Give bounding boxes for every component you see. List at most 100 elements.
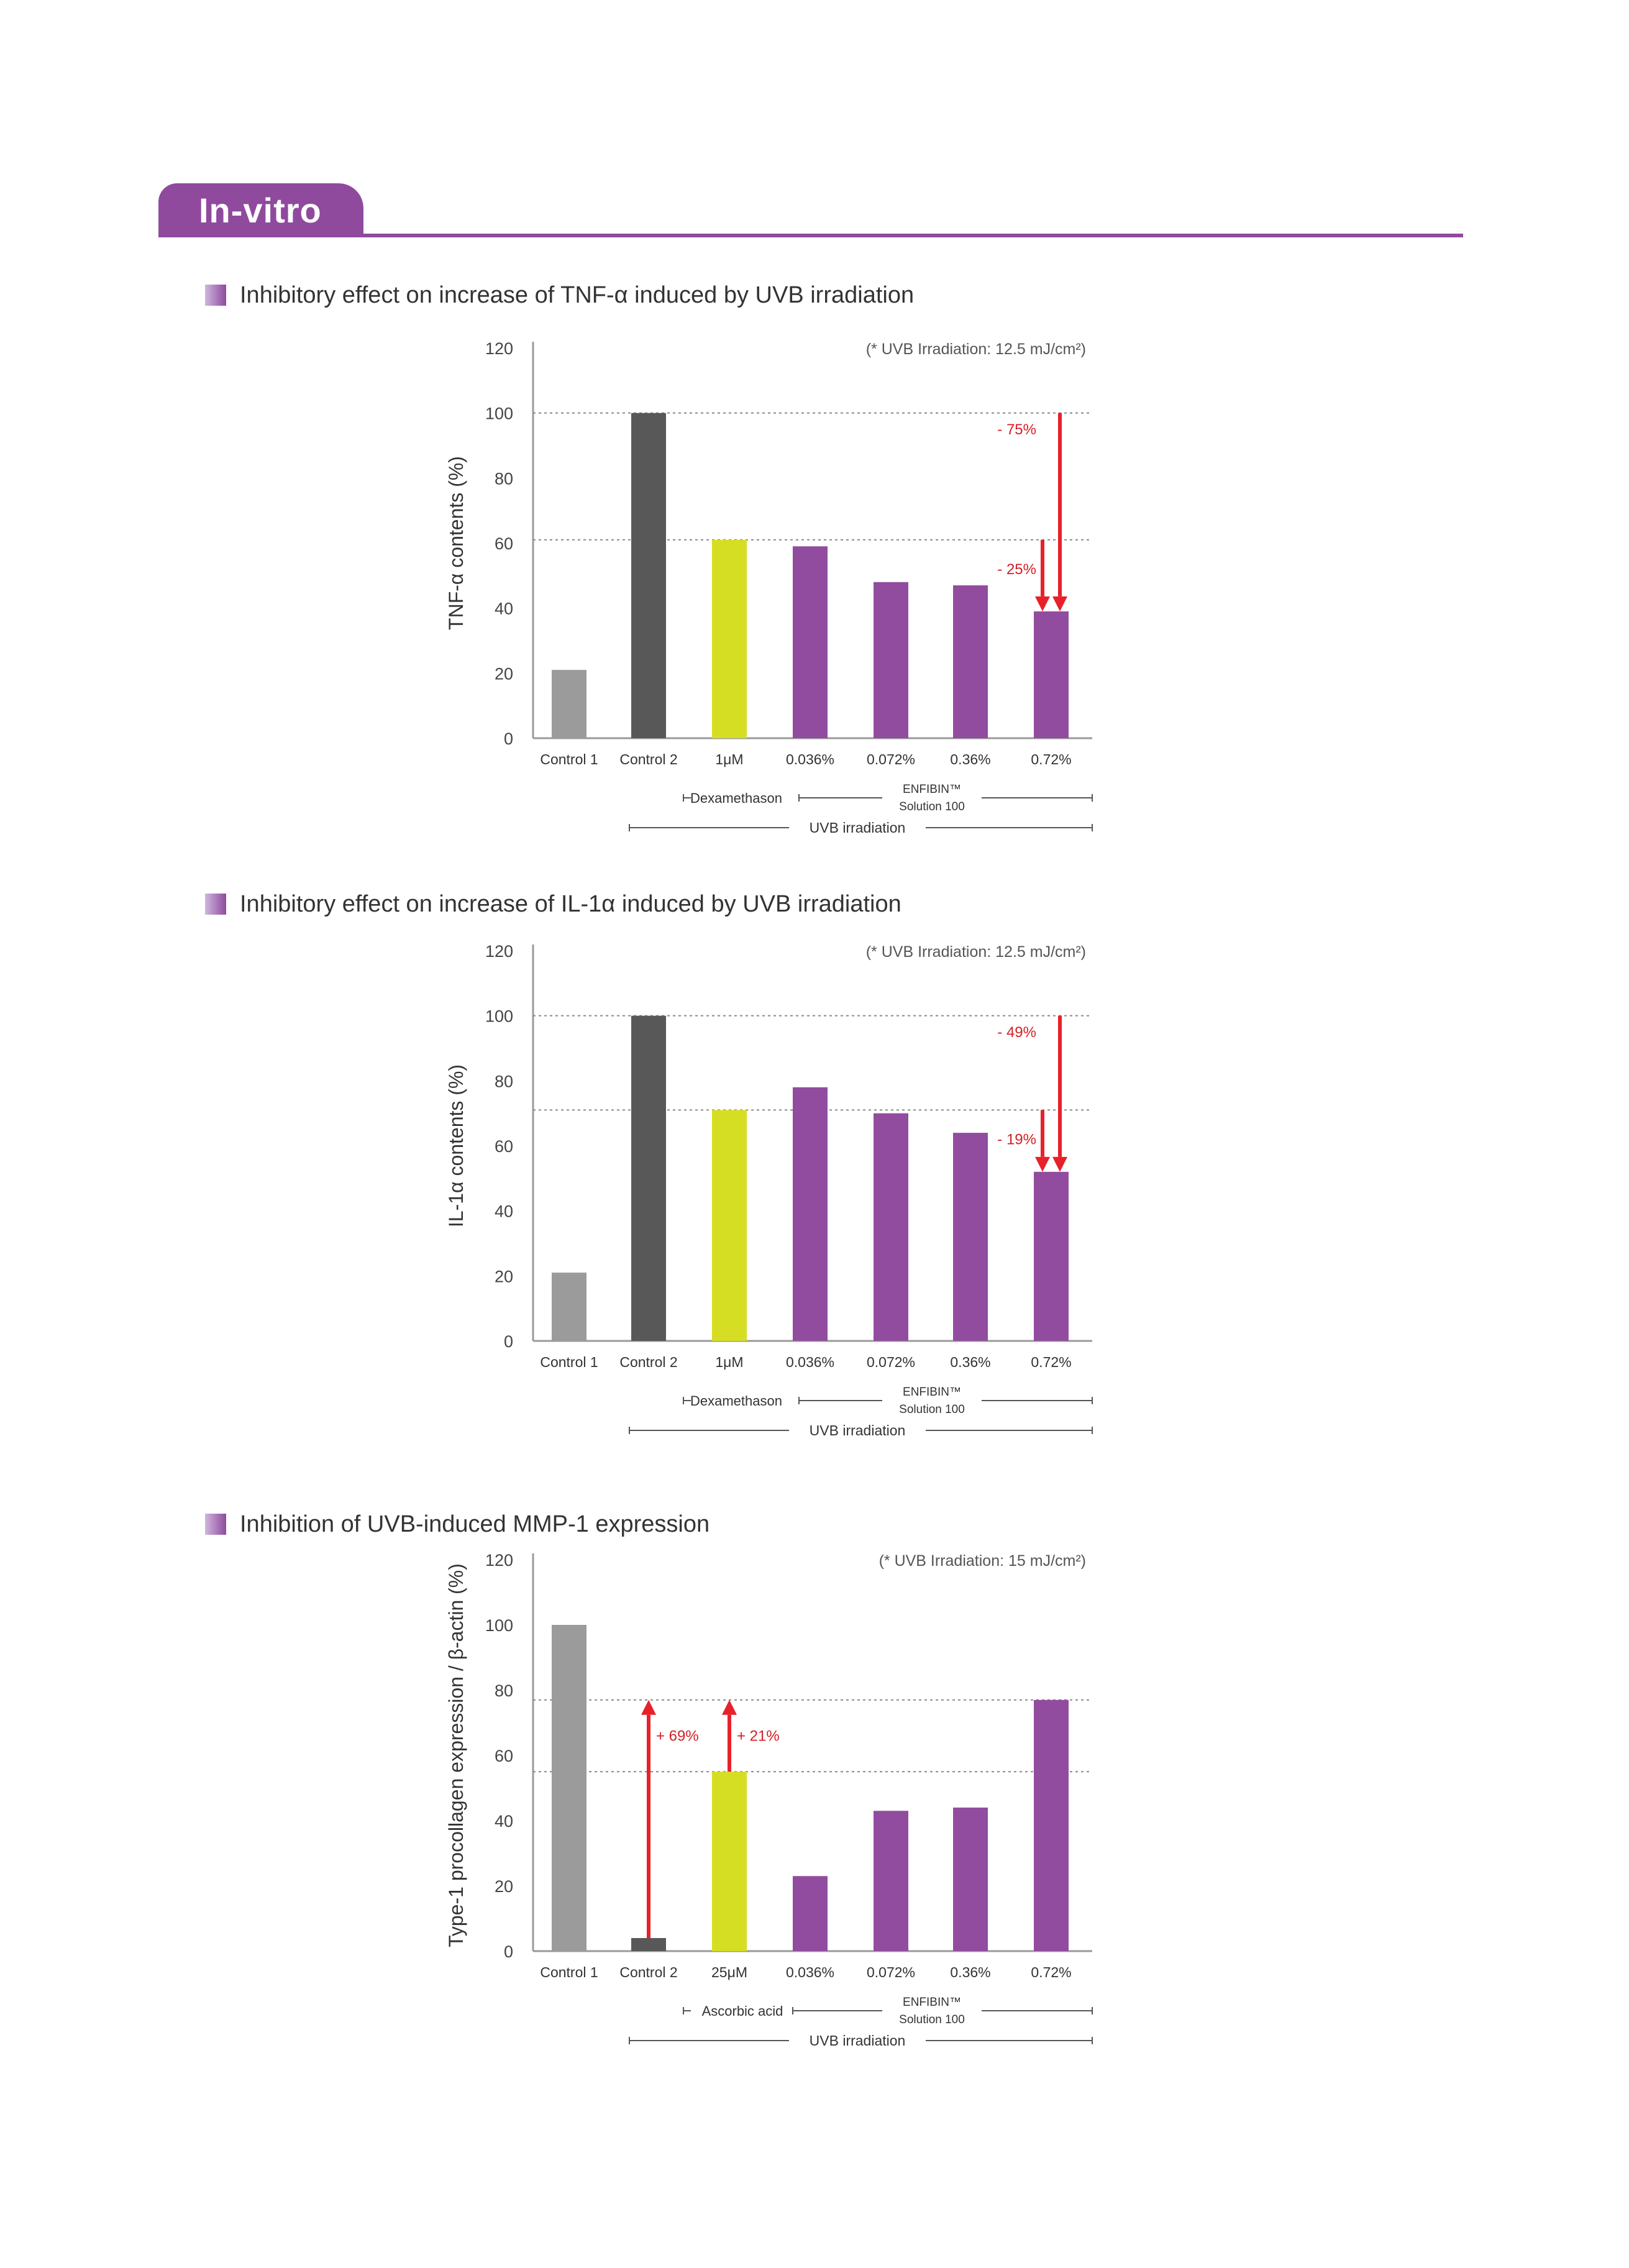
arrow-head-icon bbox=[1052, 1156, 1067, 1172]
x-tick-label: Control 2 bbox=[619, 1964, 677, 1980]
x-tick-label: 25μM bbox=[711, 1964, 747, 1980]
bar bbox=[712, 539, 747, 738]
y-tick-label: 100 bbox=[485, 1007, 513, 1026]
bar bbox=[631, 1938, 666, 1951]
y-tick-label: 60 bbox=[495, 534, 513, 553]
bar bbox=[712, 1772, 747, 1951]
x-tick-label: 0.36% bbox=[950, 1354, 990, 1370]
bar bbox=[793, 1087, 828, 1341]
header-title: In-vitro bbox=[199, 190, 322, 230]
y-tick-label: 120 bbox=[485, 1551, 513, 1570]
y-axis-label: Type-1 procollagen expression / β-actin … bbox=[445, 1563, 467, 1947]
uvb-group-label: UVB irradiation bbox=[810, 820, 906, 836]
y-tick-label: 0 bbox=[504, 1332, 513, 1351]
irradiation-note: (* UVB Irradiation: 12.5 mJ/cm²) bbox=[866, 943, 1086, 961]
bar bbox=[1034, 1171, 1069, 1341]
bar bbox=[793, 546, 828, 738]
arrow-head-icon bbox=[1035, 1156, 1050, 1172]
y-tick-label: 80 bbox=[495, 1072, 513, 1091]
bullet-square-icon bbox=[205, 1514, 226, 1535]
chart-title: Inhibitory effect on increase of IL-1α i… bbox=[240, 890, 901, 917]
sample-group-label: ENFIBIN™ bbox=[903, 1386, 961, 1399]
section-header-tab: In-vitro bbox=[158, 183, 363, 237]
chart-title: Inhibition of UVB-induced MMP-1 expressi… bbox=[240, 1511, 710, 1537]
arrow-head-icon bbox=[1052, 596, 1067, 611]
bar bbox=[874, 1811, 908, 1951]
x-tick-label: 0.72% bbox=[1031, 751, 1071, 767]
sample-group-label: Solution 100 bbox=[899, 2013, 965, 2026]
y-tick-label: 0 bbox=[504, 729, 513, 748]
x-tick-label: 0.036% bbox=[786, 751, 834, 767]
y-tick-label: 0 bbox=[504, 1942, 513, 1961]
x-tick-label: 1μM bbox=[715, 1354, 743, 1370]
uvb-group-label: UVB irradiation bbox=[810, 2033, 906, 2049]
y-tick-label: 20 bbox=[495, 664, 513, 683]
y-tick-label: 40 bbox=[495, 1812, 513, 1831]
y-tick-label: 40 bbox=[495, 600, 513, 618]
x-tick-label: 1μM bbox=[715, 751, 743, 767]
change-label: + 21% bbox=[737, 1728, 780, 1745]
bar bbox=[1034, 1699, 1069, 1951]
x-tick-label: Control 1 bbox=[540, 1354, 598, 1370]
y-tick-label: 80 bbox=[495, 1681, 513, 1700]
bar bbox=[552, 670, 586, 738]
x-tick-label: Control 1 bbox=[540, 751, 598, 767]
bar bbox=[712, 1110, 747, 1341]
sample-group-label: Solution 100 bbox=[899, 1403, 965, 1416]
y-axis-label: IL-1α contents (%) bbox=[445, 1064, 467, 1227]
arrow-head-icon bbox=[641, 1699, 656, 1715]
uvb-group-label: UVB irradiation bbox=[810, 1422, 906, 1438]
sample-group-label: Solution 100 bbox=[899, 800, 965, 813]
header-divider bbox=[158, 234, 1463, 237]
sample-group-label: ENFIBIN™ bbox=[903, 783, 961, 796]
bar bbox=[953, 1808, 988, 1951]
section-title-tnf: Inhibitory effect on increase of TNF-α i… bbox=[205, 280, 914, 311]
section-title-il1: Inhibitory effect on increase of IL-1α i… bbox=[205, 889, 901, 920]
section-title-mmp1: Inhibition of UVB-induced MMP-1 expressi… bbox=[205, 1509, 710, 1540]
change-label: - 25% bbox=[997, 561, 1036, 578]
y-axis-label: TNF-α contents (%) bbox=[445, 456, 467, 630]
arrow-head-icon bbox=[1035, 596, 1050, 611]
bar bbox=[552, 1625, 586, 1951]
chart-title: Inhibitory effect on increase of TNF-α i… bbox=[240, 281, 915, 308]
bullet-square-icon bbox=[205, 285, 226, 306]
reference-group-label: Ascorbic acid bbox=[702, 2003, 783, 2019]
y-tick-label: 120 bbox=[485, 339, 513, 358]
x-tick-label: Control 1 bbox=[540, 1964, 598, 1980]
x-tick-label: Control 2 bbox=[619, 751, 677, 767]
bar bbox=[874, 1113, 908, 1341]
irradiation-note: (* UVB Irradiation: 12.5 mJ/cm²) bbox=[866, 341, 1086, 358]
irradiation-note: (* UVB Irradiation: 15 mJ/cm²) bbox=[879, 1552, 1086, 1570]
x-tick-label: 0.36% bbox=[950, 1964, 990, 1980]
y-tick-label: 40 bbox=[495, 1202, 513, 1221]
y-tick-label: 100 bbox=[485, 1616, 513, 1635]
y-tick-label: 60 bbox=[495, 1137, 513, 1156]
change-label: - 19% bbox=[997, 1132, 1036, 1148]
sample-group-label: ENFIBIN™ bbox=[903, 1996, 961, 2009]
y-tick-label: 60 bbox=[495, 1747, 513, 1765]
x-tick-label: 0.036% bbox=[786, 1354, 834, 1370]
x-tick-label: 0.36% bbox=[950, 751, 990, 767]
bar bbox=[874, 582, 908, 738]
y-tick-label: 100 bbox=[485, 405, 513, 423]
arrow-head-icon bbox=[722, 1699, 737, 1715]
change-label: - 75% bbox=[997, 421, 1036, 438]
x-tick-label: 0.72% bbox=[1031, 1354, 1071, 1370]
y-tick-label: 120 bbox=[485, 942, 513, 961]
x-tick-label: 0.72% bbox=[1031, 1964, 1071, 1980]
x-tick-label: 0.072% bbox=[867, 751, 915, 767]
change-label: + 69% bbox=[656, 1728, 699, 1745]
x-tick-label: Control 2 bbox=[619, 1354, 677, 1370]
bullet-square-icon bbox=[205, 894, 226, 915]
y-tick-label: 20 bbox=[495, 1267, 513, 1286]
change-label: - 49% bbox=[997, 1024, 1036, 1041]
reference-group-label: Dexamethason bbox=[690, 1393, 782, 1409]
y-tick-label: 20 bbox=[495, 1877, 513, 1896]
bar bbox=[953, 1133, 988, 1341]
reference-group-label: Dexamethason bbox=[690, 790, 782, 806]
bar bbox=[631, 1015, 666, 1341]
x-tick-label: 0.036% bbox=[786, 1964, 834, 1980]
